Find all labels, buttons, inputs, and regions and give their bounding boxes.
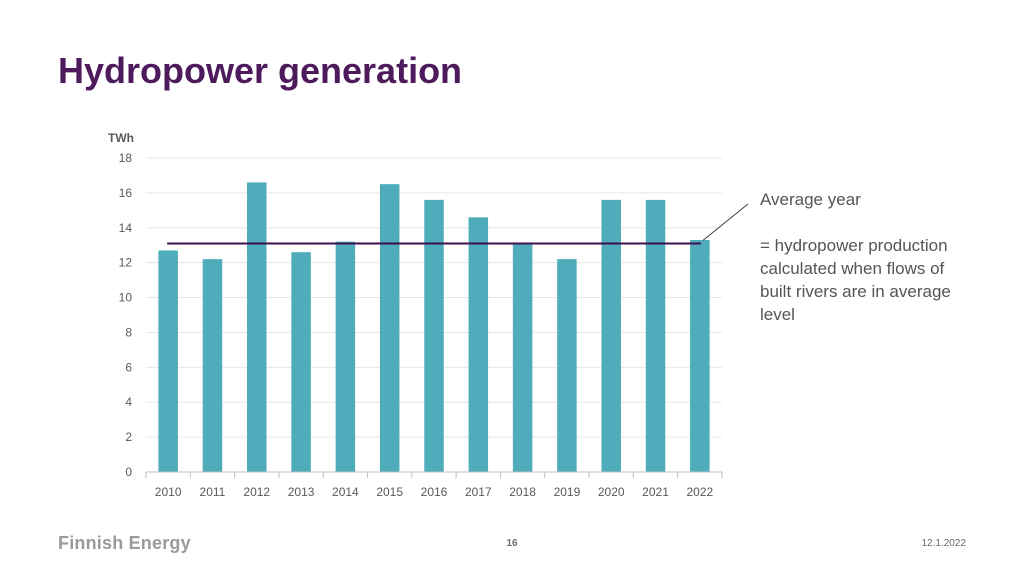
x-tick-label: 2020 (598, 485, 625, 499)
bar-2014 (335, 241, 356, 472)
x-tick-label: 2019 (554, 485, 581, 499)
y-tick-label: 0 (125, 465, 132, 479)
y-tick-label: 12 (119, 256, 133, 270)
page-number: 16 (506, 538, 518, 549)
bar-2015 (379, 184, 400, 472)
bar-2022 (690, 239, 710, 472)
y-tick-label: 8 (125, 325, 132, 339)
bar-2017 (468, 217, 489, 472)
annotation-leader-line (702, 203, 749, 241)
footer-date: 12.1.2022 (921, 538, 967, 549)
y-tick-label: 4 (125, 395, 132, 409)
x-tick-label: 2016 (421, 485, 448, 499)
x-tick-label: 2011 (200, 485, 226, 499)
annotation-description: = hydropower production calculated when … (760, 236, 951, 324)
x-tick-label: 2017 (465, 485, 492, 499)
x-tick-label: 2012 (243, 485, 270, 499)
y-tick-label: 16 (119, 186, 133, 200)
x-tick-label: 2013 (288, 485, 315, 499)
x-tick-label: 2022 (686, 485, 713, 499)
bar-2021 (645, 199, 666, 472)
bar-2012 (247, 182, 267, 472)
bar-2018 (512, 243, 533, 472)
page-title: Hydropower generation (58, 50, 463, 91)
x-tick-label: 2014 (332, 485, 359, 499)
y-tick-label: 18 (119, 151, 133, 165)
y-tick-label: 2 (125, 430, 132, 444)
x-tick-label: 2015 (376, 485, 403, 499)
bar-2011 (202, 259, 223, 472)
bar-2010 (158, 250, 178, 472)
annotation-title: Average year (760, 190, 861, 209)
y-tick-label: 10 (119, 291, 133, 305)
x-tick-label: 2018 (509, 485, 536, 499)
x-tick-label: 2010 (155, 485, 182, 499)
company-logo: Finnish Energy (58, 533, 191, 553)
y-axis-label: TWh (108, 131, 134, 145)
x-tick-label: 2021 (642, 485, 669, 499)
bar-2016 (424, 199, 444, 472)
bar-2013 (291, 252, 311, 472)
bar-2020 (601, 199, 621, 472)
bar-2019 (557, 259, 577, 472)
y-tick-label: 6 (125, 360, 132, 374)
y-tick-label: 14 (119, 221, 133, 235)
